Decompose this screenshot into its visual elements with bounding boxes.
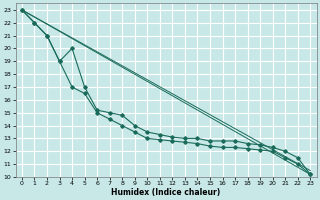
X-axis label: Humidex (Indice chaleur): Humidex (Indice chaleur) <box>111 188 221 197</box>
